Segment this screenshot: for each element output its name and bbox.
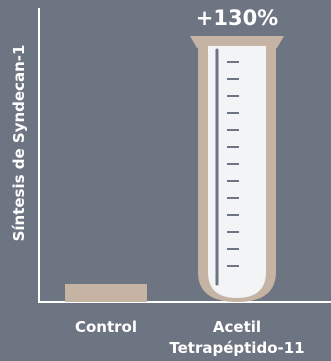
- data-label-acetil-tetrapeptido-11: +130%: [196, 6, 278, 30]
- category-label-control: Control: [75, 318, 137, 336]
- chart-marks: +130% Control Acetil Tetrapéptido-11: [65, 6, 305, 357]
- category-label-acetil-tetrapeptido-11: Acetil Tetrapéptido-11: [169, 318, 304, 357]
- bar-acetil-tetrapeptido-11: [190, 36, 284, 302]
- bar-control: [65, 284, 147, 302]
- y-axis-label: Síntesis de Syndecan-1: [10, 45, 28, 242]
